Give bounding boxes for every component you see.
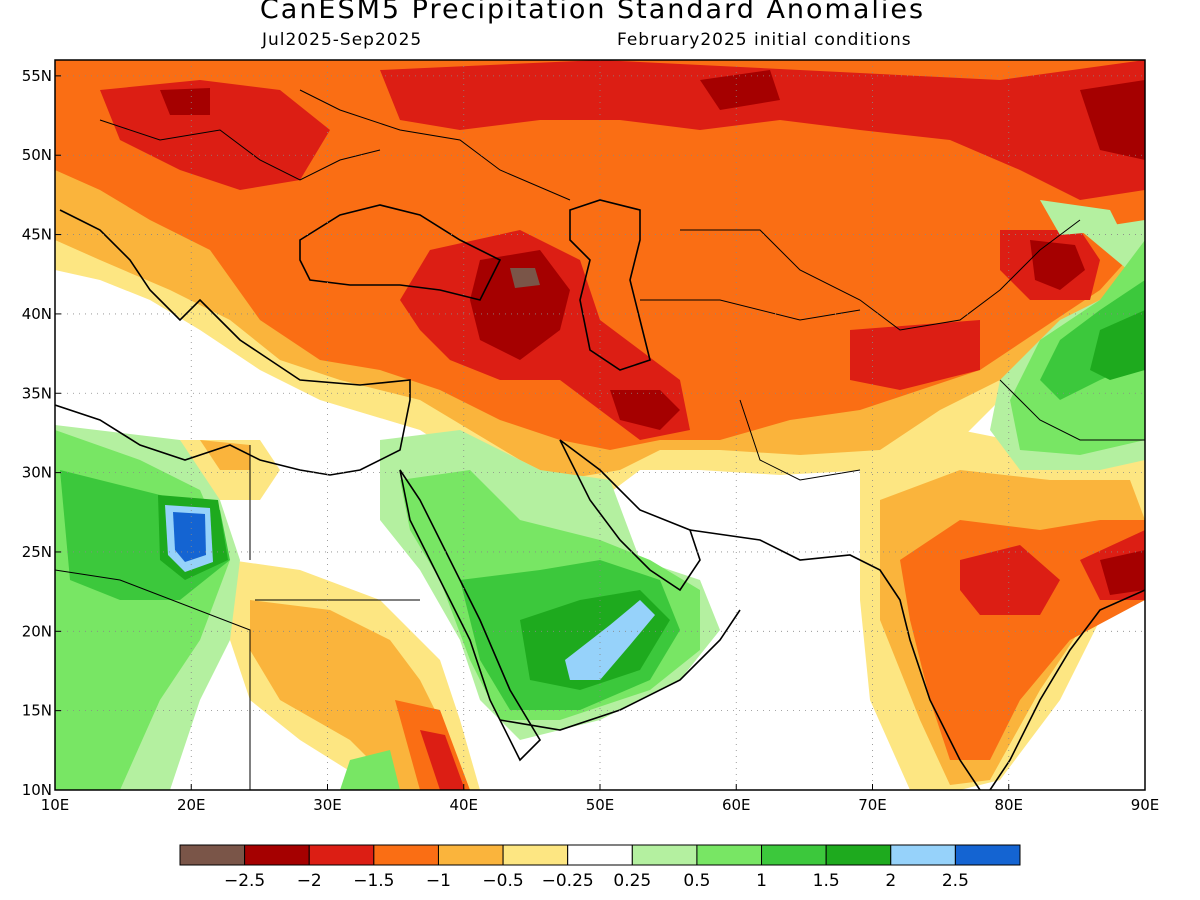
colorbar-labels: −2.5 −2 −1.5 −1 −0.5 −0.25 0.25 0.5 1 1.5 2 2.5: [224, 871, 969, 891]
anomaly-region-neg-12: [1080, 80, 1145, 160]
coastline-mediterranean: [55, 209, 411, 476]
colorbar-label: 0.5: [683, 871, 710, 891]
lat-tick-label: 25N: [22, 543, 52, 561]
anomaly-region-neg-23: [200, 440, 250, 470]
colorbar-box: [567, 844, 633, 866]
colorbar-box: [244, 844, 310, 866]
lat-tick-label: 40N: [22, 305, 52, 323]
colorbar-boxes: [179, 844, 1021, 866]
initial-conditions: February2025 initial conditions: [617, 30, 912, 50]
lat-tick-label: 10N: [22, 781, 52, 799]
colorbar-box: [373, 844, 439, 866]
colorbar-box: [179, 844, 246, 866]
lat-tick-label: 20N: [22, 622, 52, 640]
anomaly-region-neg-5: [380, 60, 1145, 200]
colorbar-label: 2: [885, 871, 896, 891]
colorbar-label: 0.25: [613, 871, 651, 891]
lat-tick-label: 45N: [22, 226, 52, 244]
coastline-bay-of-bengal: [989, 589, 1145, 790]
colorbar-label: −2: [297, 871, 322, 891]
colorbar-label: −1.5: [353, 871, 394, 891]
coastlines: [55, 89, 1145, 790]
anomaly-region-neg-13: [700, 70, 780, 110]
colorbar-label: −0.25: [542, 871, 594, 891]
lon-tick-label: 50E: [586, 796, 615, 814]
anomaly-region-pos-15: [1090, 310, 1145, 380]
coastline-arabian-sea: [689, 529, 981, 790]
chart-title: CanESM5 Precipitation Standard Anomalies: [259, 0, 926, 25]
anomaly-region-pos-11: [565, 600, 655, 680]
anomaly-region-neg-9: [610, 390, 680, 430]
anomaly-region-pos-16: [340, 750, 400, 790]
colorbar-box: [502, 844, 569, 866]
colorbar-box: [954, 844, 1021, 866]
anomaly-region-neg-8: [510, 268, 540, 288]
coastline-caspian: [569, 199, 651, 371]
lat-axis: 10N 15N 20N 25N 30N 35N 40N 45N 50N 55N: [22, 67, 61, 799]
anomaly-region-neg-15: [850, 320, 980, 390]
colorbar-box: [696, 844, 763, 866]
lon-tick-label: 60E: [722, 796, 751, 814]
lon-tick-label: 70E: [858, 796, 887, 814]
colorbar-label: 1.5: [813, 871, 840, 891]
anomaly-region-neg-14: [160, 88, 210, 115]
coastline-horn: [499, 609, 741, 731]
forecast-period: Jul2025-Sep2025: [262, 30, 423, 50]
colorbar-box: [761, 844, 827, 866]
lat-tick-label: 50N: [22, 146, 52, 164]
anomaly-region-neg-11: [1030, 240, 1085, 290]
lon-tick-label: 10E: [41, 796, 70, 814]
anomaly-region-neg-21: [1100, 550, 1145, 595]
colorbar-label: 1: [756, 871, 767, 891]
coastline-red-sea: [399, 469, 542, 762]
anomaly-region-neg-19: [960, 545, 1060, 615]
coastline-black-sea: [299, 204, 502, 301]
colorbar-label: −0.5: [482, 871, 523, 891]
anomaly-region-neg-7: [470, 250, 570, 360]
lon-tick-label: 40E: [449, 796, 478, 814]
anomaly-region-neg-4: [100, 80, 330, 190]
lon-axis: 10E 20E 30E 40E 50E 60E 70E 80E 90E: [41, 784, 1160, 814]
lon-tick-label: 90E: [1131, 796, 1160, 814]
colorbar-box: [437, 844, 504, 866]
anomaly-region-pos-17: [1040, 200, 1120, 235]
anomaly-region-neg-27: [420, 730, 465, 790]
lat-tick-label: 55N: [22, 67, 52, 85]
lat-tick-label: 30N: [22, 464, 52, 482]
lon-tick-label: 20E: [177, 796, 206, 814]
lon-tick-label: 80E: [994, 796, 1023, 814]
colorbar-label: −1: [426, 871, 451, 891]
colorbar-box: [890, 844, 956, 866]
lat-tick-label: 35N: [22, 384, 52, 402]
coastline-persian-gulf: [559, 439, 701, 592]
anomaly-region-pos-6: [173, 512, 206, 562]
border-lines: [55, 89, 1145, 790]
lon-tick-label: 30E: [313, 796, 342, 814]
colorbar-label: 2.5: [942, 871, 969, 891]
colorbar-label: −2.5: [224, 871, 265, 891]
colorbar-box: [631, 844, 698, 866]
colorbar-box: [308, 844, 375, 866]
lat-tick-label: 15N: [22, 702, 52, 720]
colorbar-box: [825, 844, 892, 866]
